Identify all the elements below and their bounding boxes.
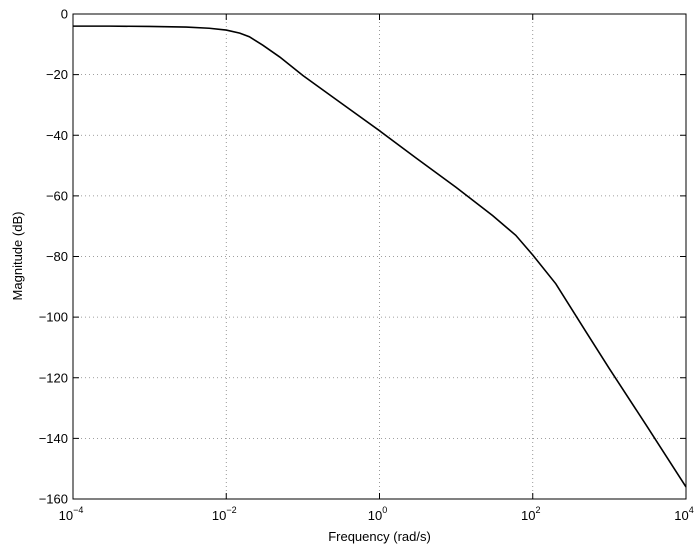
y-tick-label: −100	[39, 310, 68, 325]
y-tick-label: 0	[61, 7, 68, 22]
x-tick-label: 102	[521, 505, 540, 523]
x-tick-label: 104	[674, 505, 693, 523]
grid-lines	[73, 14, 686, 499]
x-tick-labels: 10−4 10−2 100 102 104	[59, 505, 694, 523]
x-axis-label: Frequency (rad/s)	[328, 529, 431, 544]
x-tick-label: 10−2	[212, 505, 237, 523]
axes-box	[72, 13, 687, 500]
x-tick-label: 10−4	[59, 505, 84, 523]
y-tick-label: −120	[39, 370, 68, 385]
y-tick-label: −20	[46, 67, 68, 82]
magnitude-curve	[73, 25, 687, 488]
y-tick-label: −140	[39, 431, 68, 446]
y-tick-labels: 0 −20 −40 −60 −80 −100 −120 −140 −160	[39, 7, 68, 507]
x-tick-label: 100	[368, 505, 387, 523]
y-tick-label: −60	[46, 188, 68, 203]
y-axis-label: Magnitude (dB)	[10, 212, 25, 301]
y-tick-label: −40	[46, 128, 68, 143]
y-tick-label: −160	[39, 492, 68, 507]
y-tick-label: −80	[46, 249, 68, 264]
